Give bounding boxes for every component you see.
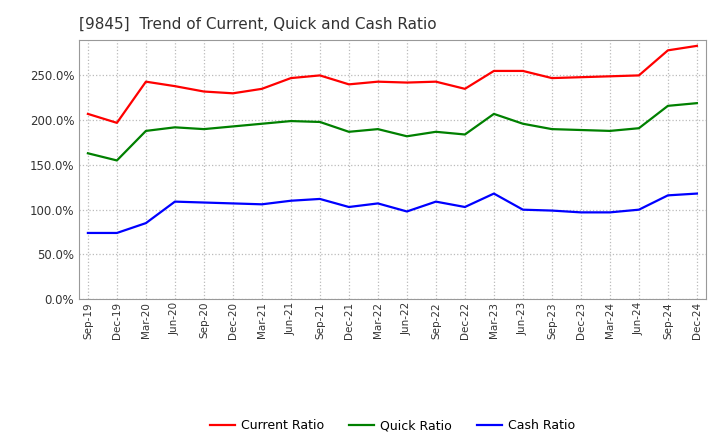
Current Ratio <box>171 84 179 89</box>
Cash Ratio <box>606 210 614 215</box>
Quick Ratio <box>315 119 324 125</box>
Quick Ratio <box>548 126 557 132</box>
Cash Ratio <box>577 210 585 215</box>
Cash Ratio <box>490 191 498 196</box>
Quick Ratio <box>634 125 643 131</box>
Cash Ratio <box>664 193 672 198</box>
Current Ratio <box>287 75 295 81</box>
Cash Ratio <box>171 199 179 204</box>
Quick Ratio <box>287 118 295 124</box>
Cash Ratio <box>402 209 411 214</box>
Cash Ratio <box>228 201 237 206</box>
Cash Ratio <box>199 200 208 205</box>
Current Ratio <box>402 80 411 85</box>
Quick Ratio <box>606 128 614 134</box>
Current Ratio <box>634 73 643 78</box>
Cash Ratio <box>461 204 469 209</box>
Quick Ratio <box>693 100 701 106</box>
Current Ratio <box>577 74 585 80</box>
Cash Ratio <box>258 202 266 207</box>
Cash Ratio <box>634 207 643 213</box>
Quick Ratio <box>374 126 382 132</box>
Quick Ratio <box>577 127 585 132</box>
Current Ratio <box>258 86 266 92</box>
Current Ratio <box>518 68 527 73</box>
Current Ratio <box>461 86 469 92</box>
Cash Ratio <box>287 198 295 203</box>
Current Ratio <box>606 73 614 79</box>
Quick Ratio <box>228 124 237 129</box>
Current Ratio <box>374 79 382 84</box>
Current Ratio <box>315 73 324 78</box>
Cash Ratio <box>112 230 121 235</box>
Cash Ratio <box>693 191 701 196</box>
Quick Ratio <box>112 158 121 163</box>
Cash Ratio <box>84 230 92 235</box>
Quick Ratio <box>199 126 208 132</box>
Cash Ratio <box>142 220 150 226</box>
Cash Ratio <box>518 207 527 213</box>
Text: [9845]  Trend of Current, Quick and Cash Ratio: [9845] Trend of Current, Quick and Cash … <box>79 16 437 32</box>
Current Ratio <box>693 43 701 48</box>
Cash Ratio <box>374 201 382 206</box>
Current Ratio <box>345 82 354 87</box>
Line: Quick Ratio: Quick Ratio <box>88 103 697 161</box>
Legend: Current Ratio, Quick Ratio, Cash Ratio: Current Ratio, Quick Ratio, Cash Ratio <box>204 414 580 437</box>
Current Ratio <box>112 120 121 125</box>
Current Ratio <box>84 111 92 117</box>
Quick Ratio <box>142 128 150 134</box>
Cash Ratio <box>345 204 354 209</box>
Cash Ratio <box>315 196 324 202</box>
Quick Ratio <box>402 134 411 139</box>
Line: Cash Ratio: Cash Ratio <box>88 194 697 233</box>
Current Ratio <box>431 79 440 84</box>
Current Ratio <box>142 79 150 84</box>
Current Ratio <box>228 91 237 96</box>
Quick Ratio <box>490 111 498 117</box>
Cash Ratio <box>548 208 557 213</box>
Line: Current Ratio: Current Ratio <box>88 46 697 123</box>
Cash Ratio <box>431 199 440 204</box>
Quick Ratio <box>461 132 469 137</box>
Quick Ratio <box>431 129 440 135</box>
Quick Ratio <box>518 121 527 126</box>
Current Ratio <box>199 89 208 94</box>
Current Ratio <box>548 75 557 81</box>
Quick Ratio <box>345 129 354 135</box>
Quick Ratio <box>258 121 266 126</box>
Quick Ratio <box>171 125 179 130</box>
Quick Ratio <box>84 150 92 156</box>
Current Ratio <box>490 68 498 73</box>
Quick Ratio <box>664 103 672 109</box>
Current Ratio <box>664 48 672 53</box>
